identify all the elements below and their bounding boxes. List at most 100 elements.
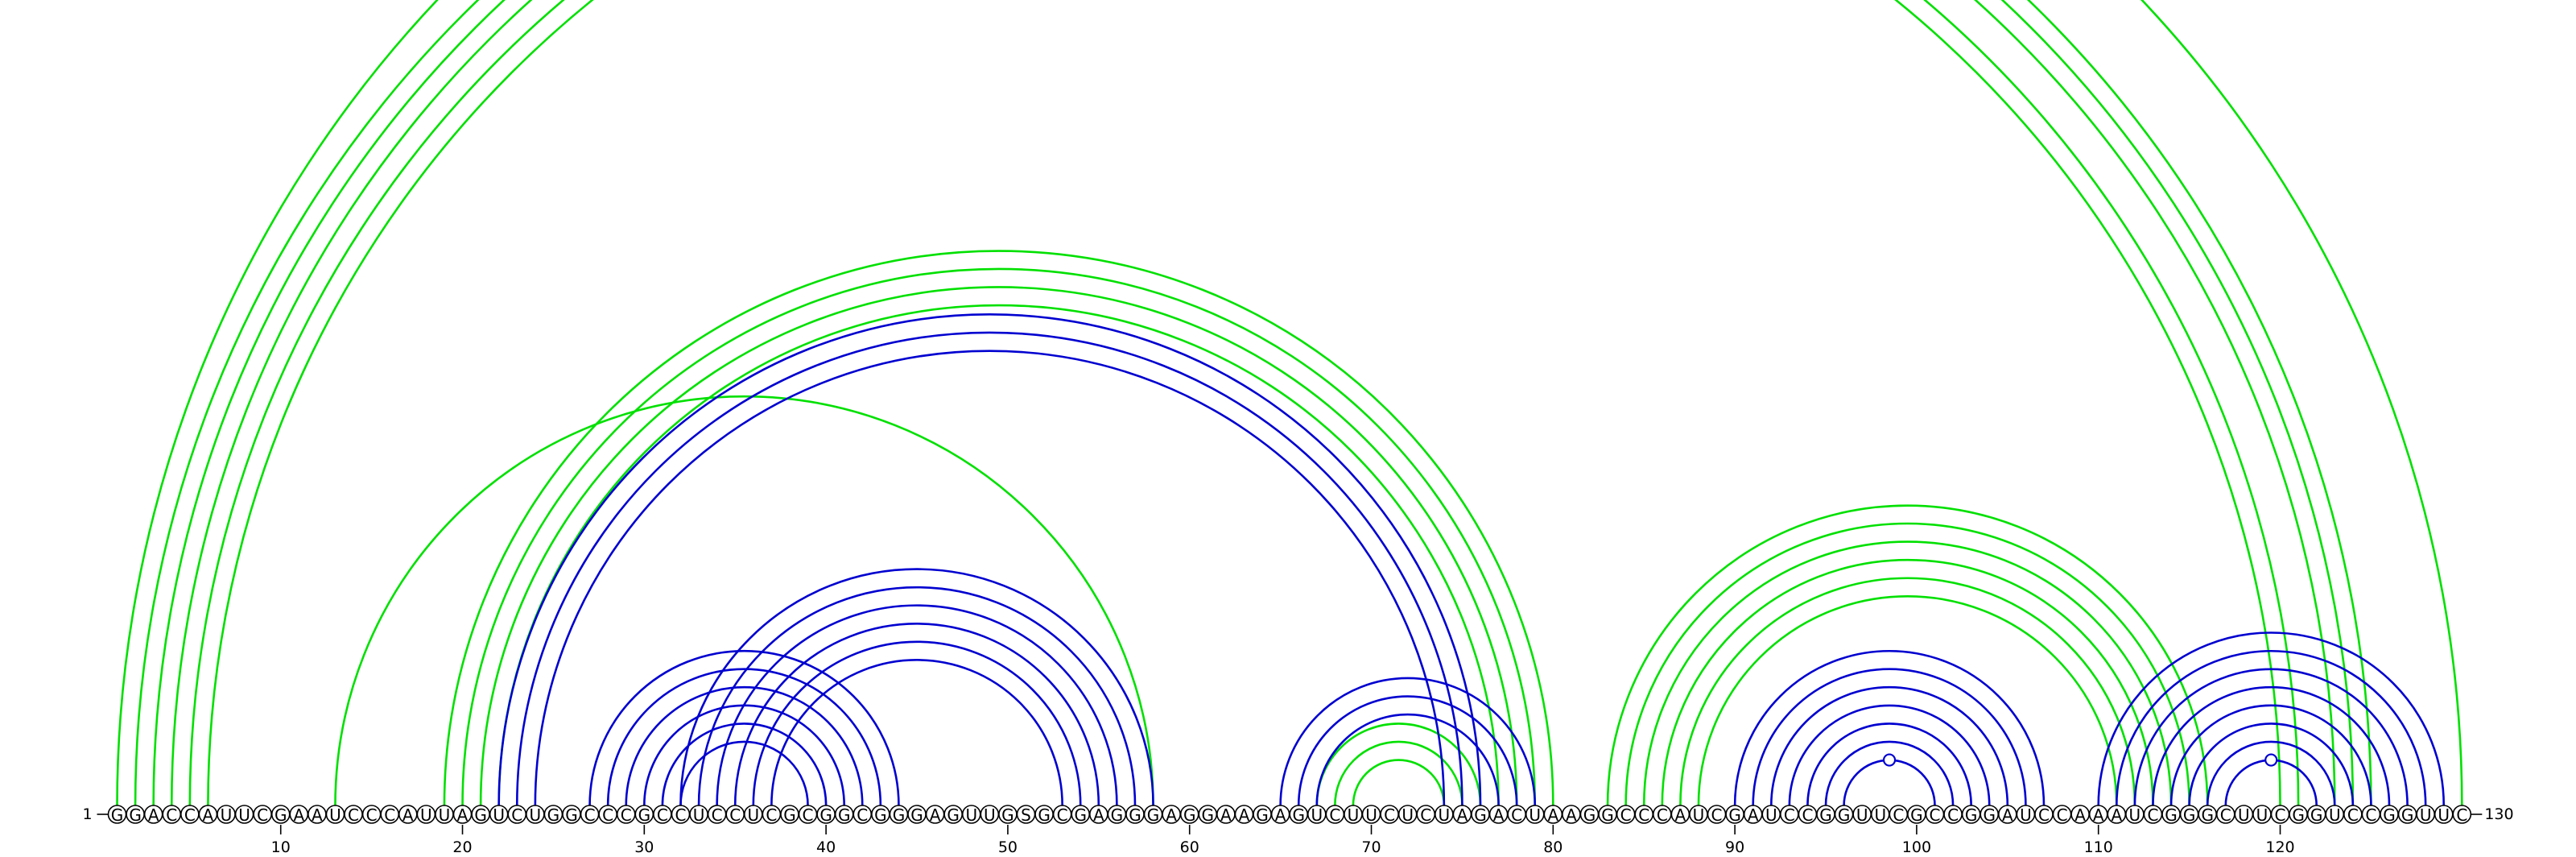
nucleotide-letter-74: U bbox=[1439, 805, 1451, 825]
green-arc-69-74 bbox=[1352, 759, 1446, 806]
blue-arc-36-54 bbox=[752, 640, 1082, 806]
nucleotide-letter-107: C bbox=[2038, 805, 2050, 825]
blue-arc-90-107 bbox=[1733, 649, 2046, 806]
nucleotide-letter-51: S bbox=[1021, 805, 1031, 825]
nucleotide-letter-94: C bbox=[1802, 805, 1813, 825]
nucleotide-letter-31: C bbox=[657, 805, 668, 825]
nucleotide-letter-120: C bbox=[2275, 805, 2286, 825]
blue-arc-66-78 bbox=[1297, 695, 1518, 806]
nucleotide-letter-27: C bbox=[584, 805, 596, 825]
nucleotide-letter-129: U bbox=[2438, 805, 2450, 825]
tick-label-40: 40 bbox=[816, 838, 836, 856]
nucleotide-letter-117: C bbox=[2220, 805, 2231, 825]
blue-arc-27-44 bbox=[588, 649, 900, 806]
nucleotide-letter-90: G bbox=[1728, 805, 1741, 825]
nucleotide-letter-70: U bbox=[1365, 805, 1377, 825]
blue-arc-93-104 bbox=[1788, 704, 1991, 806]
tick-label-60: 60 bbox=[1180, 838, 1199, 856]
nucleotide-letter-93: C bbox=[1784, 805, 1795, 825]
nucleotide-letter-3: A bbox=[148, 805, 159, 825]
nucleotide-letter-126: G bbox=[2383, 805, 2396, 825]
nucleotide-letter-128: U bbox=[2420, 805, 2432, 825]
nucleotide-letter-110: A bbox=[2093, 805, 2104, 825]
nucleotide-letter-21: G bbox=[474, 805, 487, 825]
blue-arc-94-103 bbox=[1806, 722, 1972, 806]
nucleotide-letter-38: G bbox=[783, 805, 796, 825]
blue-arcs bbox=[497, 313, 2446, 806]
blue-arc-28-43 bbox=[606, 668, 882, 806]
green-arc-13-58 bbox=[334, 395, 1154, 806]
blue-arc-32-39 bbox=[679, 740, 809, 806]
blue-arc-marker bbox=[1882, 753, 1897, 767]
blue-arc-29-42 bbox=[625, 685, 864, 806]
nucleotide-letter-91: A bbox=[1748, 805, 1759, 825]
nucleotide-letter-73: C bbox=[1420, 805, 1431, 825]
blue-arc-67-77 bbox=[1315, 713, 1500, 806]
green-arc-68-75 bbox=[1334, 740, 1463, 806]
blue-arc-95-102 bbox=[1824, 740, 1955, 806]
nucleotide-letter-60: G bbox=[1183, 805, 1196, 825]
nucleotide-letter-44: G bbox=[893, 805, 906, 825]
nucleotide-letter-109: A bbox=[2074, 805, 2086, 825]
green-arc-19-80 bbox=[443, 250, 1554, 806]
nucleotide-letter-77: A bbox=[1493, 805, 1505, 825]
nucleotide-letter-95: G bbox=[1819, 805, 1832, 825]
nucleotide-letter-75: A bbox=[1457, 805, 1468, 825]
tick-label-10: 10 bbox=[271, 838, 291, 856]
nucleotide-letter-1: G bbox=[111, 805, 124, 825]
nucleotide-letter-41: G bbox=[838, 805, 851, 825]
green-arc-2-125 bbox=[134, 0, 2372, 806]
nucleotide-letter-40: G bbox=[819, 805, 832, 825]
nucleotide-letter-18: U bbox=[420, 805, 432, 825]
blue-arc-22-76 bbox=[497, 313, 1482, 806]
green-arc-67-76 bbox=[1315, 722, 1482, 806]
nucleotide-letter-63: A bbox=[1239, 805, 1250, 825]
nucleotide-letter-56: G bbox=[1111, 805, 1124, 825]
nucleotide-letter-37: C bbox=[766, 805, 777, 825]
nucleotide-letter-118: U bbox=[2238, 805, 2250, 825]
blue-arc-65-79 bbox=[1279, 677, 1537, 806]
nucleotide-letter-50: G bbox=[1001, 805, 1014, 825]
blue-arc-30-41 bbox=[643, 704, 845, 806]
nucleotide-letter-17: A bbox=[402, 805, 414, 825]
nucleotide-letter-66: G bbox=[1292, 805, 1305, 825]
nucleotide-letter-45: G bbox=[910, 805, 923, 825]
nucleotide-letter-86: C bbox=[1657, 805, 1668, 825]
blue-arc-23-75 bbox=[515, 331, 1463, 806]
nucleotide-letter-62: A bbox=[1220, 805, 1232, 825]
nucleotide-letter-76: G bbox=[1474, 805, 1487, 825]
green-arc-84-115 bbox=[1624, 522, 2190, 806]
nucleotide-letter-123: U bbox=[2329, 805, 2341, 825]
nucleotide-letter-69: U bbox=[1348, 805, 1360, 825]
blue-arc-114-125 bbox=[2169, 704, 2372, 806]
position-axis: 10 20 30 40 50 60 70 80 90 100 110 120 bbox=[271, 825, 2295, 856]
green-arc-20-79 bbox=[461, 267, 1537, 806]
nucleotide-letter-46: A bbox=[930, 805, 941, 825]
nucleotide-letter-80: A bbox=[1547, 805, 1558, 825]
blue-arc-marker bbox=[2264, 753, 2278, 767]
nucleotide-letter-14: C bbox=[348, 805, 359, 825]
green-arc-85-114 bbox=[1642, 540, 2173, 806]
green-arc-1-130 bbox=[116, 0, 2463, 806]
nucleotide-letter-103: G bbox=[1965, 805, 1978, 825]
tick-label-50: 50 bbox=[998, 838, 1018, 856]
nucleotide-letter-54: G bbox=[1074, 805, 1087, 825]
tick-label-20: 20 bbox=[452, 838, 472, 856]
nucleotide-letter-6: A bbox=[203, 805, 214, 825]
nucleotide-letter-11: A bbox=[293, 805, 304, 825]
green-arc-88-111 bbox=[1697, 595, 2118, 806]
blue-arc-111-128 bbox=[2116, 649, 2427, 806]
nucleotide-letter-81: A bbox=[1566, 805, 1577, 825]
nucleotide-letter-33: U bbox=[693, 805, 705, 825]
tick-label-120: 120 bbox=[2265, 838, 2294, 856]
nucleotide-letter-106: U bbox=[2020, 805, 2032, 825]
green-arc-21-78 bbox=[479, 286, 1518, 806]
nucleotide-letter-20: A bbox=[457, 805, 469, 825]
nucleotide-letter-53: C bbox=[1057, 805, 1068, 825]
nucleotide-letter-79: U bbox=[1529, 805, 1541, 825]
nucleotide-letter-119: U bbox=[2256, 805, 2268, 825]
blue-arc-110-129 bbox=[2097, 631, 2446, 806]
blue-arc-34-56 bbox=[716, 604, 1118, 806]
